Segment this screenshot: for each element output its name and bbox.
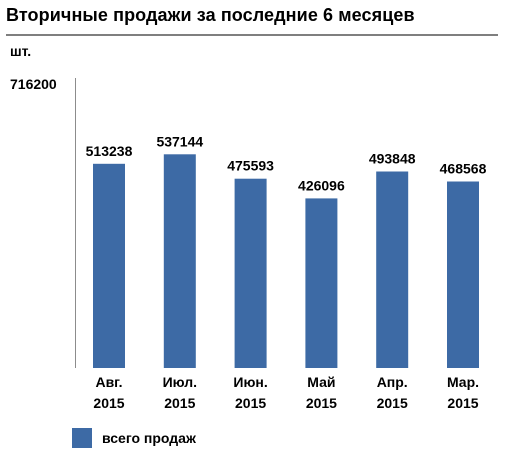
x-tick-label-3-line-1: 2015 [306,395,337,411]
bar-4 [376,171,409,368]
legend: всего продаж [72,428,196,448]
x-tick-label-4-line-1: 2015 [377,395,408,411]
x-tick-label-2-line-1: 2015 [235,395,266,411]
y-axis-max-label: 716200 [10,76,57,92]
x-tick-label-5-line-1: 2015 [447,395,478,411]
x-tick-label-2-line-0: Июн. [233,374,267,390]
bar-3 [305,198,338,368]
bar-value-label-4: 493848 [369,151,416,167]
x-tick-label-0-line-0: Авг. [95,374,122,390]
bar-1 [163,154,196,368]
bar-value-label-1: 537144 [156,133,203,149]
x-tick-label-1-line-0: Июл. [163,374,197,390]
title-divider [6,34,498,36]
x-tick-label-5-line-0: Мар. [447,374,479,390]
bar-value-label-3: 426096 [298,177,345,193]
legend-swatch [72,428,92,448]
bar-5 [447,181,479,368]
bar-value-label-5: 468568 [440,161,487,177]
x-tick-label-0-line-1: 2015 [93,395,124,411]
y-axis-line [75,78,76,368]
bar-2 [234,178,267,368]
chart-title: Вторичные продажи за последние 6 месяцев [6,5,415,25]
x-tick-label-3-line-0: Май [307,374,335,390]
x-tick-label-1-line-1: 2015 [164,395,195,411]
x-tick-label-4-line-0: Апр. [377,374,408,390]
bar-value-label-0: 513238 [86,143,133,159]
y-axis-unit-label: шт. [10,43,32,59]
bar-value-label-2: 475593 [227,158,274,174]
bar-0 [93,163,125,368]
legend-label: всего продаж [102,430,196,446]
